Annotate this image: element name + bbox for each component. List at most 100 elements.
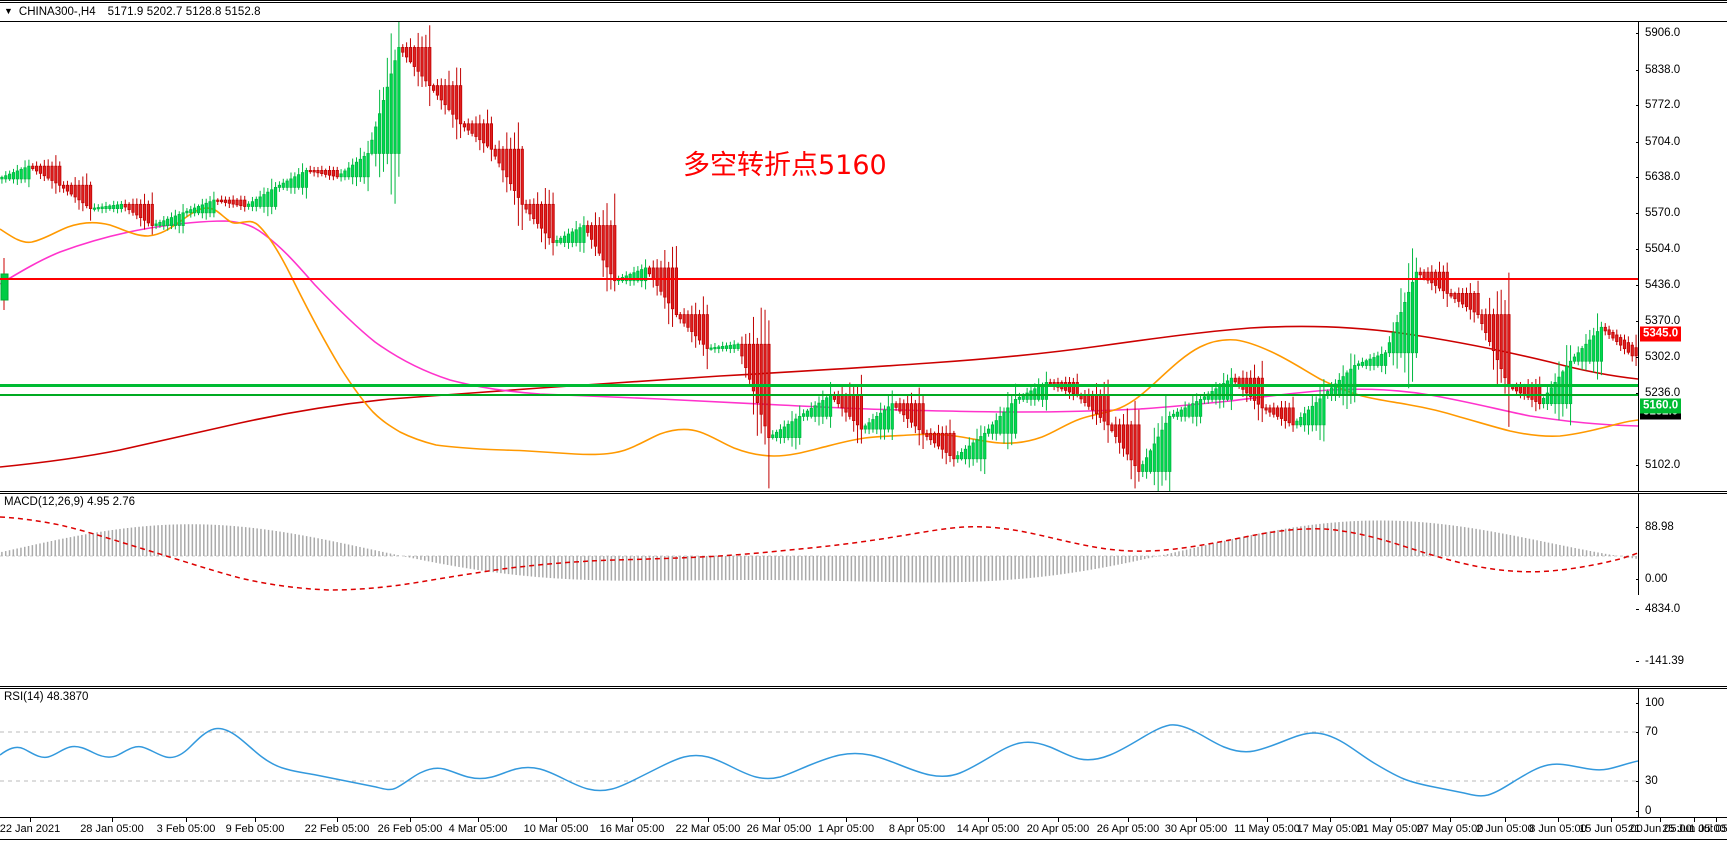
date-axis-tick [988,818,989,822]
rsi-panel-top-rule [0,686,1727,687]
date-axis-tick [846,818,847,822]
macd-svg [0,516,1638,591]
price-axis-label: 5302.0 [1645,351,1681,363]
rsi-axis[interactable]: 100 70 30 0 [1636,689,1727,817]
rsi-panel[interactable]: RSI(14) 48.3870 100 70 30 0 [0,689,1727,817]
macd-title: MACD(12,26,9) 4.95 2.76 [4,496,136,508]
date-axis-tick [337,818,338,822]
date-axis[interactable]: 22 Jan 2021 28 Jan 05:00 3 Feb 05:00 9 Feb … [0,817,1727,844]
price-axis-label: 5906.0 [1645,27,1681,39]
price-axis-tick [1636,393,1639,394]
candle-layer [0,22,1638,491]
date-axis-tick [1660,818,1661,822]
date-axis-label: 2 Jun 05:00 [1476,823,1534,835]
candlestick-series [0,258,9,310]
resistance-line[interactable] [0,278,1638,280]
price-axis-tick [1636,70,1639,71]
date-axis-tick [410,818,411,822]
pivot-line-secondary[interactable] [0,394,1638,396]
price-axis-label: 5436.0 [1645,279,1681,291]
fast-ma-path [0,207,1638,457]
date-axis-tick [112,818,113,822]
price-axis-tick [1636,357,1639,358]
rsi-axis-label: 70 [1645,726,1658,738]
price-axis-tick [1636,465,1639,466]
price-plot-area[interactable] [0,22,1638,491]
date-axis-label: 20 Apr 05:00 [1026,823,1090,835]
price-axis-tick [1636,177,1639,178]
date-axis-label: 26 Mar 05:00 [746,823,812,835]
macd-axis-label: -141.39 [1645,655,1685,667]
price-axis-tick [1636,249,1639,250]
ohlc-values: 5171.9 5202.7 5128.8 5152.8 [107,6,261,18]
price-axis-tick [1636,321,1639,322]
window-top-rule [0,0,1727,1]
date-axis-tick [556,818,557,822]
date-axis-tick [1505,818,1506,822]
date-axis-label: 17 May 05:00 [1296,823,1364,835]
rsi-title: RSI(14) 48.3870 [4,691,89,703]
price-axis-tick [1636,285,1639,286]
rsi-line-path [0,724,1638,797]
price-axis-label: 5236.0 [1645,387,1681,399]
macd-axis[interactable]: 88.98 0.00 -141.39 [1636,494,1727,667]
macd-axis-tick [1636,527,1639,528]
symbol-label: CHINA300-,H4 [18,6,96,18]
price-axis-tick [1636,33,1639,34]
rsi-axis-label: 30 [1645,775,1658,787]
date-axis-bottom-rule [0,839,1727,840]
date-axis-label: 3 Feb 05:00 [156,823,216,835]
macd-plot-area[interactable] [0,494,1638,595]
rsi-plot-area[interactable] [0,689,1638,817]
macd-panel[interactable]: MACD(12,26,9) 4.95 2.76 88.98 0.00 -141.39 [0,494,1727,667]
triangle-down-icon[interactable]: ▼ [4,5,13,16]
macd-panel-top-rule-2 [0,493,1727,494]
date-axis-label: 1 Apr 05:00 [817,823,875,835]
price-level-tag-red[interactable]: 5345.0 [1640,326,1682,342]
window-top-rule-2 [0,2,1727,3]
rsi-axis-label: 0 [1645,805,1652,817]
pivot-line[interactable] [0,384,1638,387]
date-axis-label: 4 Mar 05:00 [448,823,508,835]
chart-annotation: 多空转折点5160 [683,150,887,181]
price-axis-tick [1636,142,1639,143]
price-level-tag-green[interactable]: 5160.0 [1640,398,1682,414]
date-axis-label: 8 Apr 05:00 [888,823,946,835]
price-axis-label: 5772.0 [1645,99,1681,111]
date-axis-tick [1558,818,1559,822]
macd-signal-path [0,516,1638,591]
date-axis-tick [1267,818,1268,822]
price-axis-label: 5704.0 [1645,136,1681,148]
price-axis-label: 5102.0 [1645,459,1681,471]
price-axis-label: 5570.0 [1645,207,1681,219]
date-axis-tick [478,818,479,822]
date-axis-label: 11 May 05:00 [1234,823,1300,835]
macd-panel-top-rule [0,491,1727,492]
price-panel[interactable]: 多空转折点5160 5906.0 5838.0 5772.0 5704.0 5638.0… [0,22,1727,615]
date-axis-label: 27 May 05:00 [1416,823,1484,835]
price-axis-tick [1636,105,1639,106]
price-axis-label: 4834.0 [1645,603,1681,615]
macd-axis-label: 88.98 [1645,521,1674,533]
date-axis-tick [1058,818,1059,822]
price-axis[interactable]: 5906.0 5838.0 5772.0 5704.0 5638.0 5570.0 5504… [1636,22,1727,615]
price-series-svg [0,22,1638,491]
price-axis-label: 5504.0 [1645,243,1681,255]
macd-histogram [1,520,1637,583]
date-axis-label: 9 Feb 05:00 [225,823,285,835]
date-axis-tick [1694,818,1695,822]
date-axis-label: 21 May 05:00 [1356,823,1424,835]
date-axis-tick [30,818,31,822]
rsi-svg [0,724,1638,797]
date-axis-label: 26 Apr 05:00 [1096,823,1160,835]
date-axis-label: 25 Jun 05:00 [1662,823,1726,835]
date-axis-top-rule [0,817,1727,818]
date-axis-tick [1716,818,1717,822]
date-axis-label: 8 Jun 05:00 [1529,823,1587,835]
price-axis-label: 5370.0 [1645,315,1681,327]
date-axis-tick [1128,818,1129,822]
rsi-axis-tick [1636,811,1639,812]
date-axis-tick [1611,818,1612,822]
date-axis-label: 16 Mar 05:00 [599,823,665,835]
